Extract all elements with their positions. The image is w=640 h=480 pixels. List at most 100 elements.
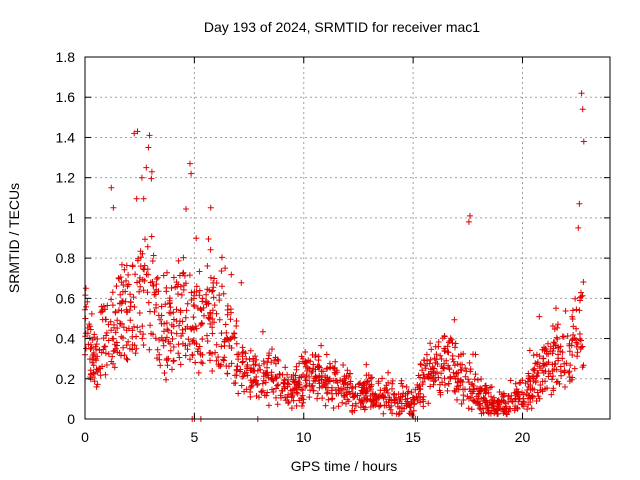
data-point: [319, 383, 325, 390]
data-point: [450, 358, 457, 365]
data-point: [553, 379, 560, 386]
data-point: [352, 403, 359, 409]
data-point: [477, 406, 484, 413]
data-point: [444, 387, 451, 394]
data-point: [140, 287, 147, 294]
data-point: [263, 370, 270, 377]
data-point: [136, 288, 143, 295]
data-point: [376, 394, 382, 401]
data-point: [342, 386, 348, 393]
data-point: [207, 204, 214, 211]
data-point: [117, 291, 124, 298]
data-point: [180, 269, 187, 276]
data-point: [300, 399, 306, 406]
data-point: [491, 394, 497, 401]
data-point: [112, 329, 119, 336]
data-point: [380, 410, 387, 417]
data-point: [264, 364, 270, 371]
data-point: [199, 360, 206, 367]
data-point: [210, 294, 217, 301]
data-point: [160, 337, 167, 344]
data-point: [162, 301, 169, 308]
y-tick-label: 0.8: [56, 250, 76, 266]
data-point: [432, 343, 439, 350]
data-point: [537, 382, 544, 388]
data-point: [168, 285, 175, 291]
data-point: [288, 405, 295, 412]
data-point: [457, 382, 464, 389]
data-point: [405, 388, 412, 395]
data-point: [360, 403, 367, 410]
data-point: [363, 397, 370, 404]
data-point: [157, 316, 164, 323]
data-point: [209, 330, 216, 337]
data-point: [315, 364, 322, 370]
data-point: [114, 342, 121, 349]
data-point: [143, 271, 150, 278]
data-point: [105, 337, 112, 344]
data-point: [201, 312, 207, 319]
data-point: [487, 410, 494, 417]
data-point: [144, 243, 151, 250]
data-point: [177, 283, 184, 290]
data-point: [545, 351, 552, 358]
data-point: [383, 382, 390, 389]
data-point: [290, 372, 297, 378]
data-point: [203, 298, 210, 305]
data-point: [412, 386, 419, 393]
data-point: [125, 271, 132, 278]
data-point: [232, 380, 239, 386]
data-point: [345, 398, 352, 405]
data-point: [129, 327, 136, 334]
data-point: [114, 325, 121, 332]
data-point: [187, 356, 193, 363]
data-point: [545, 340, 551, 347]
data-point: [478, 410, 485, 417]
data-point: [458, 400, 465, 407]
data-point: [146, 346, 153, 353]
data-point: [462, 365, 469, 372]
data-point: [566, 348, 573, 355]
data-point: [284, 380, 291, 387]
data-point: [428, 368, 435, 375]
data-point: [209, 288, 215, 295]
data-point: [216, 297, 223, 304]
data-point: [507, 377, 514, 384]
data-point: [551, 366, 558, 373]
data-point: [419, 381, 426, 388]
data-point: [88, 310, 95, 317]
data-point: [268, 359, 275, 366]
data-point: [131, 342, 138, 349]
data-point: [235, 351, 242, 358]
y-tick-label: 1.6: [56, 89, 76, 105]
data-point: [115, 307, 122, 314]
data-point: [471, 386, 478, 393]
data-point: [93, 383, 100, 390]
data-point: [451, 316, 458, 323]
data-point: [335, 384, 342, 391]
data-point: [196, 343, 203, 350]
data-point: [209, 315, 216, 322]
data-point: [289, 386, 296, 393]
data-point: [304, 368, 311, 374]
data-point: [570, 332, 577, 338]
data-point: [313, 374, 320, 381]
data-point: [209, 324, 216, 331]
data-point: [421, 375, 428, 382]
data-point: [334, 369, 341, 376]
data-point: [216, 316, 223, 323]
y-tick-label: 1.2: [56, 170, 76, 186]
data-point: [163, 320, 170, 326]
data-point: [108, 296, 115, 303]
x-tick-label: 5: [190, 429, 198, 445]
data-point: [131, 130, 138, 137]
data-point: [109, 335, 116, 342]
data-point: [389, 385, 395, 392]
data-point: [222, 321, 229, 328]
data-point: [427, 356, 434, 363]
data-point: [275, 381, 282, 388]
data-point: [542, 368, 549, 375]
data-point: [147, 308, 153, 315]
data-point: [444, 348, 451, 355]
data-point: [131, 323, 137, 330]
